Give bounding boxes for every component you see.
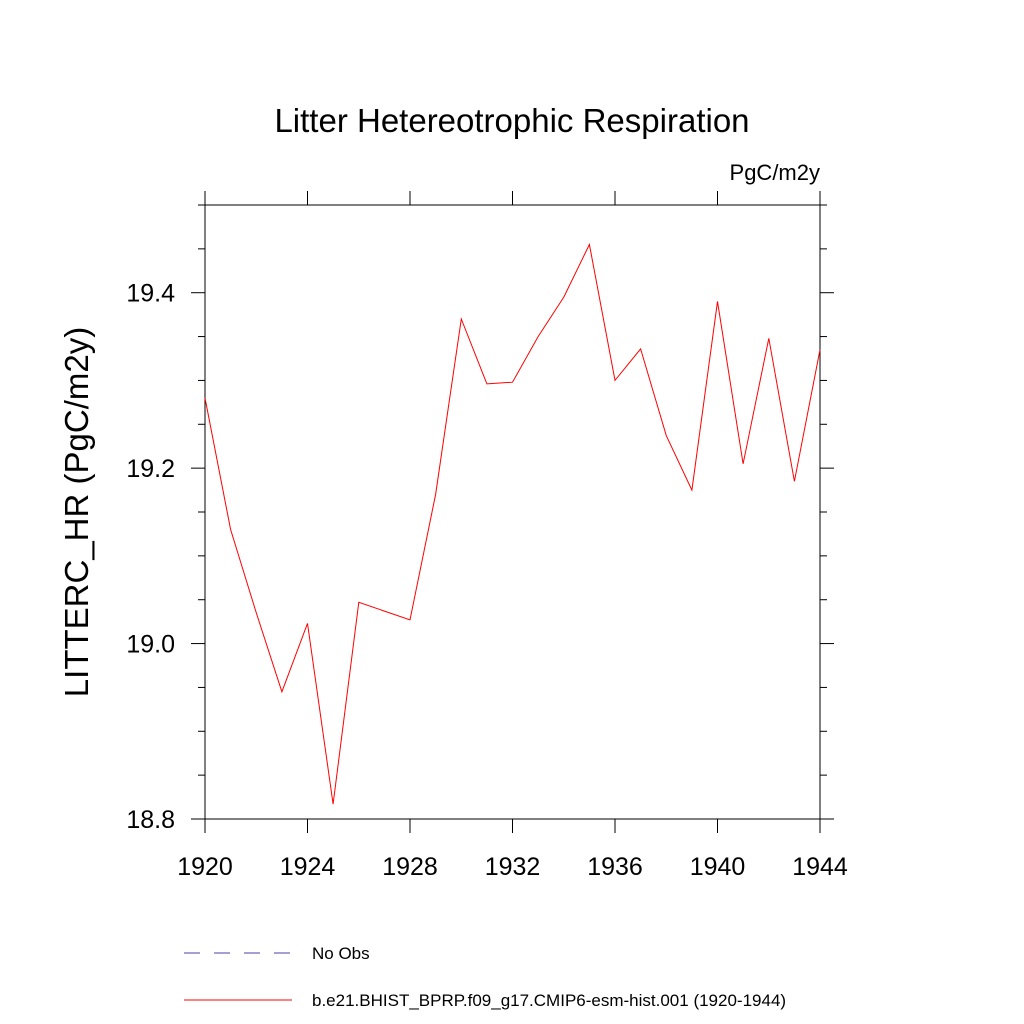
legend-label: No Obs (312, 944, 370, 963)
x-tick-label: 1944 (792, 853, 848, 881)
y-tick-label: 19.0 (126, 631, 175, 659)
series-line (204, 242, 821, 805)
y-tick-label: 19.2 (126, 455, 175, 483)
tick-labels: 1920 1924 1928 1932 1936 1940 1944 18.8 19.0 19.2… (126, 280, 848, 881)
x-tick-label: 1924 (280, 853, 336, 881)
units-label: PgC/m2y (730, 160, 820, 185)
x-tick-label: 1920 (177, 853, 233, 881)
y-tick-label: 19.4 (126, 280, 175, 308)
axis-ticks (191, 191, 834, 833)
x-tick-label: 1940 (690, 853, 746, 881)
y-tick-label: 18.8 (126, 806, 175, 834)
legend-label: b.e21.BHIST_BPRP.f09_g17.CMIP6-esm-hist.… (312, 991, 786, 1010)
chart-title: Litter Hetereotrophic Respiration (274, 102, 749, 139)
plot-frame (204, 204, 821, 820)
series-group (204, 242, 821, 805)
x-tick-label: 1936 (587, 853, 643, 881)
y-axis-label: LITTERC_HR (PgC/m2y) (58, 327, 95, 697)
x-tick-label: 1932 (485, 853, 541, 881)
x-tick-label: 1928 (382, 853, 438, 881)
legend: No Obs b.e21.BHIST_BPRP.f09_g17.CMIP6-esm… (184, 944, 786, 1010)
